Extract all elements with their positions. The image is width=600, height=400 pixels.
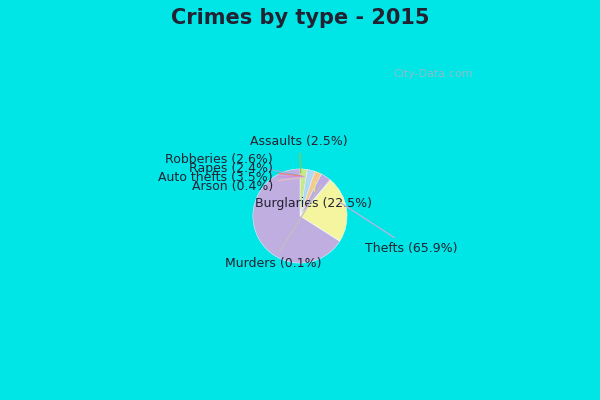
Wedge shape bbox=[300, 174, 330, 216]
Text: Robberies (2.6%): Robberies (2.6%) bbox=[165, 153, 300, 176]
Text: Arson (0.4%): Arson (0.4%) bbox=[191, 177, 305, 193]
Wedge shape bbox=[300, 180, 347, 241]
Wedge shape bbox=[300, 216, 340, 241]
Text: Crimes by type - 2015: Crimes by type - 2015 bbox=[171, 8, 429, 28]
Text: Murders (0.1%): Murders (0.1%) bbox=[224, 185, 321, 270]
Text: Assaults (2.5%): Assaults (2.5%) bbox=[250, 134, 348, 173]
Text: Thefts (65.9%): Thefts (65.9%) bbox=[339, 202, 457, 255]
Wedge shape bbox=[300, 170, 315, 216]
Text: Burglaries (22.5%): Burglaries (22.5%) bbox=[255, 182, 372, 210]
Text: City-Data.com: City-Data.com bbox=[394, 69, 473, 79]
Text: Rapes (2.4%): Rapes (2.4%) bbox=[189, 162, 302, 176]
Wedge shape bbox=[300, 180, 331, 216]
Wedge shape bbox=[300, 169, 307, 216]
Text: Auto thefts (3.5%): Auto thefts (3.5%) bbox=[158, 171, 304, 184]
Wedge shape bbox=[300, 171, 322, 216]
Wedge shape bbox=[253, 169, 340, 263]
